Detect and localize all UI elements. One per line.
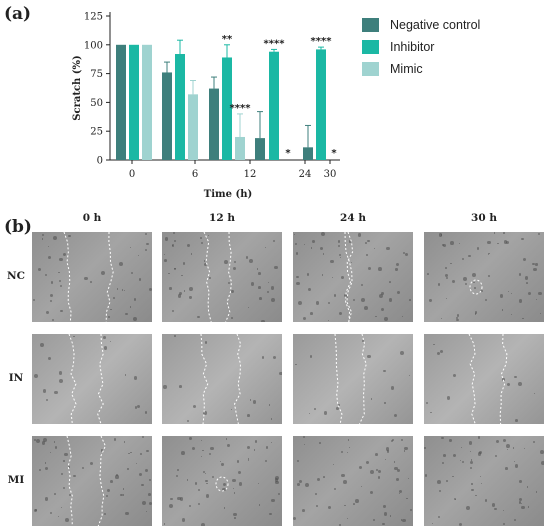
- legend-swatch: [362, 17, 379, 32]
- scratch-edge-line: [68, 334, 77, 424]
- legend-item: Negative control: [362, 16, 480, 33]
- chart-legend: Negative control Inhibitor Mimic: [362, 16, 480, 82]
- bar-negative-control: [255, 138, 265, 160]
- scratch-remnant-outline: [469, 279, 483, 295]
- micrograph-image: [32, 334, 152, 424]
- micrograph-image: [424, 232, 544, 322]
- panel-b-label: (b): [4, 217, 32, 237]
- y-tick-label: 100: [84, 40, 103, 51]
- significance-label: ****: [264, 38, 286, 49]
- row-header: NC: [7, 270, 25, 282]
- significance-label: *: [285, 148, 291, 159]
- legend-item: Mimic: [362, 60, 480, 77]
- column-header: 30 h: [471, 212, 497, 224]
- y-axis-label: Scratch (%): [72, 55, 83, 120]
- y-tick-label: 50: [90, 98, 103, 109]
- scratch-edge-line: [97, 436, 106, 526]
- y-tick-label: 125: [84, 12, 103, 23]
- x-axis-label: Time (h): [204, 189, 252, 200]
- bar-negative-control: [303, 147, 313, 160]
- micrograph-image: [424, 436, 544, 526]
- x-tick-label: 30: [324, 169, 337, 180]
- x-tick-label: 12: [244, 169, 257, 180]
- y-tick-label: 75: [90, 69, 103, 80]
- scratch-edge-line: [233, 334, 242, 424]
- bar-mimic: [235, 136, 245, 160]
- scratch-edge-line: [468, 334, 476, 424]
- scratch-edge-line: [344, 232, 353, 322]
- bar-inhibitor: [222, 57, 232, 160]
- bar-chart: 0 25 50 75 100 125 Scratch (%) 0 6 12 24 30 Time (h)…: [72, 12, 340, 200]
- bar-inhibitor: [316, 49, 326, 160]
- legend-label: Mimic: [390, 61, 423, 76]
- legend-item: Inhibitor: [362, 38, 480, 55]
- panel-a-label: (a): [4, 4, 32, 24]
- bar-mimic: [188, 94, 198, 160]
- micrograph-image: [162, 436, 282, 526]
- row-header: MI: [7, 474, 25, 486]
- scratch-edge-line: [63, 232, 72, 322]
- x-tick-label: 6: [192, 169, 198, 180]
- scratch-edge-line: [334, 334, 343, 424]
- bar-negative-control: [209, 88, 219, 160]
- legend-swatch: [362, 61, 379, 76]
- bar-inhibitor: [129, 44, 139, 160]
- bar-inhibitor: [269, 51, 279, 160]
- bar-mimic: [142, 44, 152, 160]
- significance-label: ****: [311, 36, 333, 47]
- significance-label: **: [222, 34, 233, 45]
- scratch-edge-line: [105, 232, 114, 322]
- micrograph-image: [162, 232, 282, 322]
- micrograph-image: [32, 232, 152, 322]
- scratch-edge-line: [97, 334, 104, 424]
- scratch-edge-line: [359, 334, 367, 424]
- x-tick-label: 0: [129, 169, 135, 180]
- micrograph-image: [293, 334, 413, 424]
- significance-label: *: [331, 148, 337, 159]
- y-tick-label: 25: [90, 127, 103, 138]
- scratch-remnant-outline: [215, 476, 229, 492]
- y-tick-label: 0: [97, 156, 103, 167]
- column-header: 24 h: [340, 212, 366, 224]
- legend-label: Inhibitor: [390, 39, 435, 54]
- legend-swatch: [362, 39, 379, 54]
- micrograph-image: [293, 232, 413, 322]
- micrograph-image: [424, 334, 544, 424]
- micrograph-image: [293, 436, 413, 526]
- scratch-edge-line: [66, 436, 73, 526]
- row-header: IN: [8, 372, 24, 384]
- column-header: 0 h: [82, 212, 102, 224]
- bar-negative-control: [116, 44, 126, 160]
- micrograph-image: [162, 334, 282, 424]
- scratch-edge-line: [225, 232, 232, 322]
- significance-label: ****: [230, 103, 252, 114]
- micrograph-image: [32, 436, 152, 526]
- scratch-edge-line: [499, 334, 508, 424]
- x-tick-label: 24: [299, 169, 312, 180]
- column-header: 12 h: [209, 212, 235, 224]
- legend-label: Negative control: [390, 17, 481, 32]
- scratch-edge-line: [203, 232, 212, 322]
- scratch-edge-line: [200, 334, 209, 424]
- bar-inhibitor: [175, 54, 185, 160]
- bar-negative-control: [162, 72, 172, 160]
